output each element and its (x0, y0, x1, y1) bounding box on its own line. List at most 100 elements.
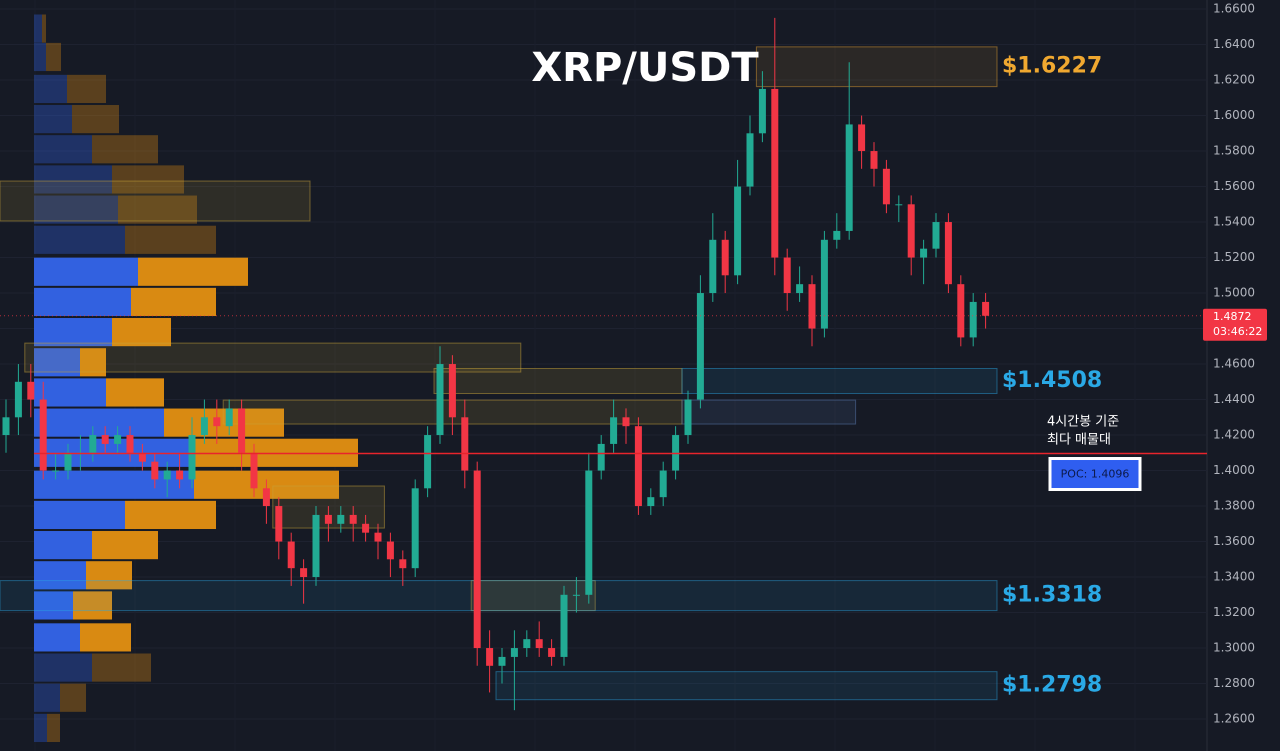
candle-body (771, 88, 779, 258)
candle-body (2, 417, 10, 436)
candle-body (510, 648, 518, 657)
profile-buy (34, 591, 73, 620)
candle-body (659, 470, 667, 498)
candle-body (783, 257, 791, 294)
candle-body (27, 381, 35, 400)
profile-buy (34, 165, 112, 194)
profile-buy (34, 42, 46, 72)
poc-label: POC: 1.4096 (1061, 468, 1130, 481)
poc-box (1048, 457, 1142, 492)
profile-buy (34, 105, 72, 134)
y-tick-label: 1.3800 (1213, 499, 1255, 513)
candle-body (907, 204, 915, 258)
y-tick-label: 1.5200 (1213, 250, 1255, 264)
candle-body (312, 514, 320, 578)
candle-body (560, 594, 568, 657)
zone-box (433, 367, 683, 395)
candle-body (126, 435, 134, 453)
candle-body (548, 648, 556, 657)
profile-sell (106, 378, 164, 407)
candle-body (213, 417, 221, 427)
candle-body (895, 204, 903, 206)
y-tick-label: 1.6400 (1213, 37, 1255, 51)
candle-body (287, 541, 295, 569)
y-tick-label: 1.3600 (1213, 534, 1255, 548)
y-tick-label: 1.5400 (1213, 215, 1255, 229)
candle-body (114, 435, 122, 444)
candle-body (337, 514, 345, 524)
candle-body (498, 656, 506, 666)
annotation: 최다 매물대 (1047, 433, 1111, 448)
profile-buy (34, 683, 60, 712)
zone-label: $1.2798 (1002, 673, 1102, 698)
y-tick-label: 1.3200 (1213, 605, 1255, 619)
y-tick-label: 1.4000 (1213, 463, 1255, 477)
profile-buy (34, 257, 138, 286)
zone (755, 46, 998, 88)
candle-body (14, 381, 22, 418)
profile-sell (112, 318, 171, 347)
profile-buy (34, 74, 67, 104)
candle-body (882, 168, 890, 205)
candle-body (647, 497, 655, 507)
candle-body (721, 239, 729, 276)
candle-body (796, 284, 804, 294)
candle-body (200, 417, 208, 436)
candle-body (572, 594, 580, 596)
candle-body (746, 133, 754, 187)
candle-body (734, 186, 742, 276)
profile-buy (34, 561, 86, 590)
candle-body (845, 124, 853, 231)
candle-body (709, 239, 717, 294)
y-tick-label: 1.6600 (1213, 2, 1255, 16)
candle-body (622, 417, 630, 427)
candle-body (300, 568, 308, 578)
candle-body (448, 364, 456, 418)
candle-body (176, 470, 184, 480)
y-tick-label: 1.6200 (1213, 73, 1255, 87)
candle-body (436, 364, 444, 436)
candle-body (399, 559, 407, 569)
candle-body (138, 452, 146, 462)
profile-sell (138, 257, 248, 286)
candle-body (982, 301, 990, 316)
candle-body (684, 399, 692, 436)
candle-body (920, 248, 928, 258)
profile-buy (34, 318, 112, 347)
zone-box (24, 342, 522, 373)
candle-body (89, 435, 97, 453)
candle-body (238, 408, 246, 453)
zone-label: $1.4508 (1002, 368, 1102, 393)
candle-body (424, 435, 432, 489)
candle-body (461, 417, 469, 471)
candle-body (275, 506, 283, 542)
y-tick-label: 1.4200 (1213, 428, 1255, 442)
y-tick-label: 1.3000 (1213, 641, 1255, 655)
y-tick-label: 1.2600 (1213, 712, 1255, 726)
profile-sell (92, 653, 151, 682)
candle-body (944, 222, 952, 285)
candle-body (411, 488, 419, 569)
candle-body (250, 452, 258, 489)
candle-body (858, 124, 866, 152)
candle-body (386, 541, 394, 560)
candle-body (473, 470, 481, 649)
candle-body (64, 452, 72, 471)
zone-label: $1.6227 (1002, 54, 1102, 79)
profile-sell (46, 42, 61, 72)
price-tag-countdown: 03:46:22 (1213, 325, 1262, 338)
profile-sell (131, 287, 216, 317)
candle-body (362, 523, 370, 533)
candle-body (188, 435, 196, 480)
profile-buy (34, 653, 92, 682)
profile-sell (92, 135, 158, 164)
candle-body (163, 470, 171, 480)
zone (0, 580, 998, 612)
candle-body (870, 151, 878, 169)
profile-sell (164, 408, 284, 437)
y-tick-label: 1.4600 (1213, 357, 1255, 371)
profile-sell (86, 561, 132, 590)
zone (495, 671, 998, 701)
profile-sell (67, 74, 106, 104)
candle-body (808, 284, 816, 329)
